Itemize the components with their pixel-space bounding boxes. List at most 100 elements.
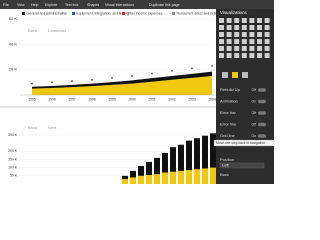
x-tick-label: 2000: [128, 97, 136, 101]
visual-icon[interactable]: [226, 46, 232, 51]
point: [131, 75, 133, 77]
visual-icon[interactable]: [257, 46, 262, 51]
chart-action[interactable]: Download: [48, 28, 66, 33]
toggle[interactable]: [258, 111, 266, 115]
position-label: Position: [220, 157, 234, 162]
setting-state: On: [251, 99, 256, 103]
chart-action[interactable]: Back: [28, 28, 37, 33]
visual-icon[interactable]: [219, 25, 224, 30]
visual-icon[interactable]: [249, 32, 255, 37]
bar: [154, 157, 160, 175]
y-tick-label: 300 K: [8, 133, 18, 137]
visual-icon[interactable]: [219, 46, 224, 51]
legend-marker: [172, 12, 175, 15]
visual-icon[interactable]: [249, 46, 255, 51]
legend-marker: [22, 12, 25, 15]
setting-label: Grid line: [220, 133, 236, 138]
chart-action[interactable]: Back: [28, 125, 37, 130]
visual-icon[interactable]: [226, 39, 232, 44]
visual-icon[interactable]: [219, 18, 224, 23]
visual-icon[interactable]: [219, 39, 224, 44]
pane-tab[interactable]: [232, 72, 238, 78]
visual-icon[interactable]: [241, 32, 247, 37]
toolbar-item[interactable]: Explore: [45, 3, 57, 7]
area: [32, 76, 212, 95]
visual-icon[interactable]: [219, 53, 224, 58]
pane-tab[interactable]: [222, 72, 228, 78]
visual-icon[interactable]: [249, 25, 255, 30]
toolbar-item[interactable]: Duplicate this page: [149, 3, 180, 7]
visual-icon[interactable]: [264, 18, 270, 23]
visual-icon[interactable]: [241, 46, 247, 51]
dropdown[interactable]: [219, 162, 265, 169]
x-tick-label: 2004: [208, 97, 216, 101]
y-tick-label: 150 K: [8, 157, 18, 161]
visual-icon[interactable]: [234, 53, 240, 58]
visual-icon[interactable]: [219, 32, 224, 37]
toolbar-item[interactable]: Text box: [65, 3, 79, 7]
point: [151, 72, 153, 75]
visual-icon[interactable]: [257, 25, 262, 30]
position-value: Left: [222, 163, 230, 168]
visual-icon[interactable]: [249, 53, 255, 58]
toggle[interactable]: [258, 88, 266, 92]
visual-icon[interactable]: [249, 39, 255, 44]
x-tick-label: 1997: [68, 97, 76, 101]
bar: [202, 135, 208, 169]
toggle[interactable]: [258, 134, 266, 138]
toolbar-item[interactable]: Help: [31, 3, 38, 7]
toggle[interactable]: [258, 99, 266, 104]
visual-icon[interactable]: [234, 32, 240, 37]
visual-icon[interactable]: [257, 32, 262, 37]
toolbar-item[interactable]: File: [3, 3, 9, 7]
pane-tab[interactable]: [242, 72, 248, 78]
legend-text: Equipment, integration, and testing: [77, 12, 130, 16]
y-tick-label: 50 K: [10, 174, 18, 178]
visual-icon[interactable]: [257, 39, 262, 44]
visual-icon[interactable]: [257, 18, 262, 23]
chart-action[interactable]: Next: [48, 125, 57, 130]
tooltip-box: [213, 139, 274, 147]
bar: [194, 138, 200, 170]
setting-state: Off: [252, 88, 257, 92]
y-tick-label: 60 K: [9, 16, 18, 21]
setting-label: Error line: [220, 122, 237, 127]
toggle[interactable]: [258, 122, 266, 127]
bar: [138, 175, 144, 184]
button-label[interactable]: Back: [220, 172, 229, 177]
visual-icon[interactable]: [226, 25, 232, 30]
visual-icon[interactable]: [234, 18, 240, 23]
visual-icon[interactable]: [234, 39, 240, 44]
visual-icon[interactable]: [241, 18, 247, 23]
bar: [122, 179, 128, 184]
visual-icon[interactable]: [264, 25, 270, 30]
bar: [130, 177, 136, 184]
toolbar-item[interactable]: View: [17, 3, 25, 7]
bar: [210, 167, 216, 184]
toolbar-item[interactable]: Visual interactions: [105, 3, 134, 7]
point: [51, 81, 53, 84]
visual-icon[interactable]: [241, 53, 247, 58]
visual-icon[interactable]: [264, 32, 270, 37]
bar: [210, 133, 216, 168]
bar: [162, 152, 168, 173]
y-tick-label: 20 K: [9, 67, 18, 72]
visual-icon[interactable]: [241, 39, 247, 44]
visual-icon[interactable]: [249, 18, 255, 23]
visual-icon[interactable]: [234, 46, 240, 51]
x-tick-label: 1999: [108, 97, 116, 101]
visual-icon[interactable]: [257, 53, 262, 58]
visual-icon[interactable]: [226, 32, 232, 37]
bar: [146, 161, 152, 175]
toolbar-item[interactable]: Shapes: [87, 3, 99, 7]
visual-icon[interactable]: [234, 25, 240, 30]
visualizations-pane: [216, 9, 274, 184]
visual-icon[interactable]: [226, 18, 232, 23]
visual-icon[interactable]: [264, 46, 270, 51]
visual-icon[interactable]: [264, 39, 270, 44]
y-tick-label: 200 K: [8, 149, 18, 153]
visual-icon[interactable]: [226, 53, 232, 58]
bar: [202, 168, 208, 184]
visual-icon[interactable]: [241, 25, 247, 30]
visual-icon[interactable]: [264, 53, 270, 58]
